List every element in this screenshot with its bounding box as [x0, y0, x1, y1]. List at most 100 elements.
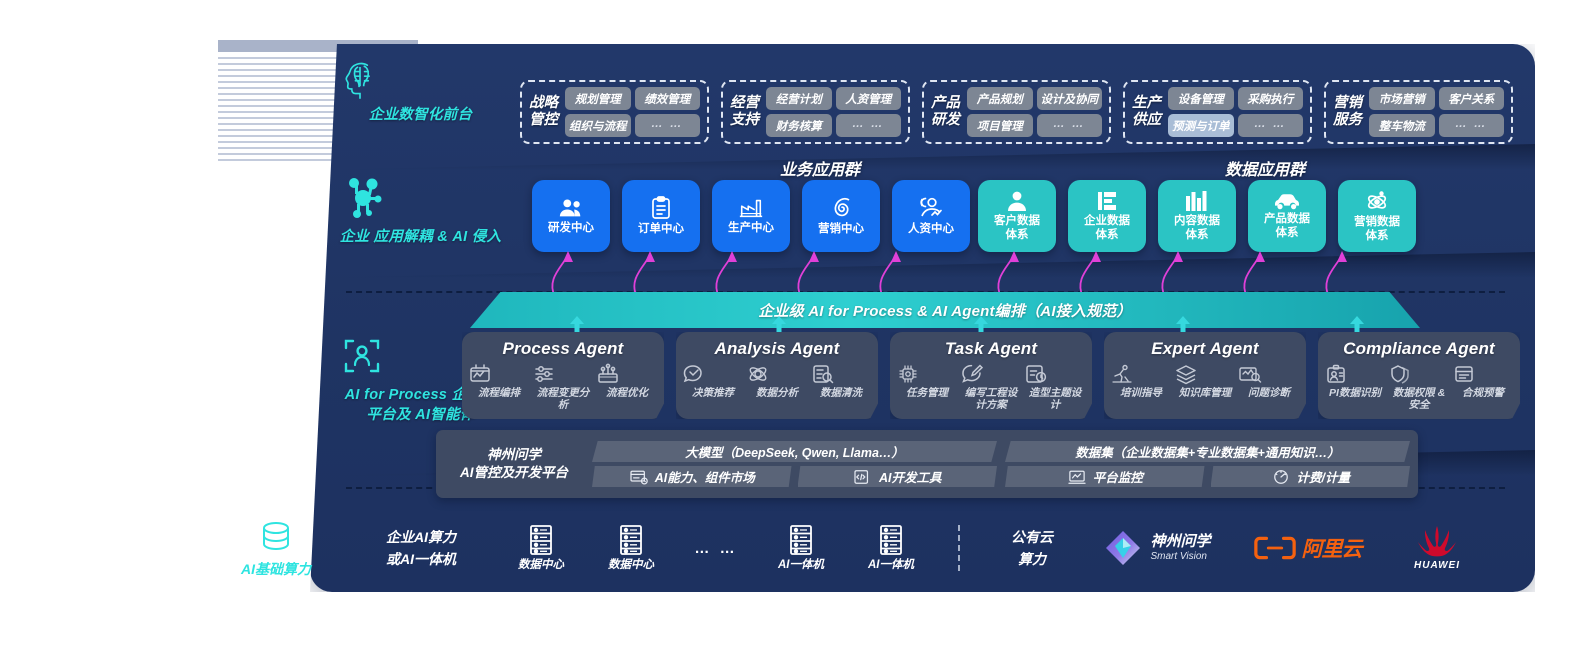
infra-node-datacenter-2[interactable]: 数据中心 [586, 524, 676, 573]
agent-card-compliance[interactable]: Compliance Agent PI数据识别 [1318, 332, 1520, 420]
domain-group-strategy-name: 战略 管控 [529, 94, 558, 128]
agent-function[interactable]: 流程编排 [468, 363, 530, 399]
orchestration-band[interactable]: 企业级 AI for Process & AI Agent编排（AI接入规范） [470, 292, 1420, 328]
infra-node-label: 数据中心 [518, 558, 564, 571]
domain-group-rnd[interactable]: 产品 研发 产品规划 设计及协同 项目管理 … … [922, 80, 1111, 144]
domain-cell-highlighted[interactable]: 预测与订单 [1168, 114, 1234, 137]
domain-cell[interactable]: 市场营销 [1369, 87, 1435, 110]
decorative-stripes [218, 40, 418, 190]
agent-function[interactable]: 培训指导 [1110, 363, 1172, 399]
agent-function-label: 培训指导 [1120, 387, 1162, 399]
domain-cell[interactable]: 采购执行 [1237, 87, 1303, 110]
orchestration-label: 企业级 AI for Process & AI Agent编排（AI接入规范） [758, 302, 1132, 320]
data-card-enterprise[interactable]: 企业数据 体系 [1068, 180, 1146, 252]
agent-function[interactable]: 决策推荐 [682, 363, 744, 399]
agent-function-label: 合规预警 [1462, 387, 1504, 399]
vendor-aliyun[interactable]: 阿里云 [1232, 533, 1382, 563]
agent-function[interactable]: PI数据识别 [1324, 363, 1386, 399]
domain-cell[interactable]: 绩效管理 [634, 87, 700, 110]
domain-group-production[interactable]: 生产 供应 设备管理 采购执行 预测与订单 … … [1123, 80, 1312, 144]
agent-function[interactable]: 流程优化 [596, 363, 658, 399]
agent-card-task[interactable]: Task Agent 任务管理 [890, 332, 1092, 420]
data-app-cards: 客户数据 体系 企业数据 体系 [978, 180, 1416, 252]
data-card-marketing[interactable]: 营销数据 体系 [1338, 180, 1416, 252]
app-card-rnd-center[interactable]: 研发中心 [532, 180, 610, 252]
data-card-label: 企业数据 体系 [1084, 214, 1130, 241]
domain-cell[interactable]: 项目管理 [967, 114, 1033, 137]
agent-function[interactable]: 流程变更分析 [532, 363, 594, 411]
domain-cell-more[interactable]: … … [1237, 114, 1303, 137]
sidebar-item-compute[interactable]: AI基础算力 [206, 517, 346, 578]
agent-card-analysis[interactable]: Analysis Agent 决策推荐 [676, 332, 878, 420]
vendor-huawei-name: HUAWEI [1414, 559, 1460, 571]
domain-cell[interactable]: 规划管理 [565, 87, 631, 110]
domain-cell-more[interactable]: … … [1438, 114, 1504, 137]
agent-function[interactable]: 问题诊断 [1238, 363, 1300, 399]
sidebar-item-decouple[interactable]: 企业 应用解耦 & AI 侵入 [338, 172, 503, 248]
domain-cell[interactable]: 组织与流程 [565, 114, 631, 137]
domain-cell[interactable]: 设计及协同 [1036, 87, 1102, 110]
huawei-flower-icon [1417, 525, 1457, 557]
app-card-order-center[interactable]: 订单中心 [622, 180, 700, 252]
vendor-shenzhou-wenxue[interactable]: 神州问学 Smart Vision [1082, 528, 1232, 568]
person-icon [1006, 190, 1028, 212]
agent-function[interactable]: 造型主题设计 [1024, 363, 1086, 411]
platform-dataset-bar[interactable]: 数据集（企业数据集+专业数据集+通用知识…） [1005, 441, 1410, 462]
platform-ai-market-bar[interactable]: AI能力、组件市场 [592, 466, 792, 487]
shenzhou-wenxue-logo-icon [1103, 528, 1143, 568]
domain-cell-more[interactable]: … … [835, 114, 901, 137]
infra-node-label: 数据中心 [608, 558, 654, 571]
domain-cell[interactable]: 产品规划 [967, 87, 1033, 110]
layers-icon [1174, 363, 1236, 385]
data-card-label: 内容数据 体系 [1174, 214, 1220, 241]
brain-head-icon [338, 56, 503, 100]
data-card-customer[interactable]: 客户数据 体系 [978, 180, 1056, 252]
domain-cell[interactable]: 经营计划 [766, 87, 832, 110]
compute-label: AI基础算力 [241, 561, 311, 578]
agent-function[interactable]: 知识库管理 [1174, 363, 1236, 399]
infra-node-aibox-2[interactable]: AI一体机 [846, 524, 936, 573]
agent-function[interactable]: 数据权限 & 安全 [1388, 363, 1450, 411]
domain-cell[interactable]: 财务核算 [766, 114, 832, 137]
agent-function-label: 问题诊断 [1248, 387, 1290, 399]
agent-function-label: 决策推荐 [692, 387, 734, 399]
design-write-icon [960, 363, 1022, 385]
platform-billing-bar[interactable]: 计费/计量 [1210, 466, 1410, 487]
agent-function[interactable]: 合规预警 [1452, 363, 1514, 399]
agent-function[interactable]: 编写工程设计方案 [960, 363, 1022, 411]
domain-cell-more[interactable]: … … [634, 114, 700, 137]
domain-group-operations[interactable]: 经营 支持 经营计划 人资管理 财务核算 … … [721, 80, 910, 144]
data-card-content[interactable]: 内容数据 体系 [1158, 180, 1236, 252]
vendor-huawei[interactable]: HUAWEI [1382, 525, 1492, 572]
app-card-hr-center[interactable]: 人资中心 [892, 180, 970, 252]
settings-list-icon [532, 363, 594, 385]
platform-monitor-bar[interactable]: 平台监控 [1005, 466, 1205, 487]
platform-llm-bar[interactable]: 大模型（DeepSeek, Qwen, Llama…） [592, 441, 997, 462]
agent-function[interactable]: 数据分析 [746, 363, 808, 399]
agent-title: Analysis Agent [714, 339, 840, 358]
agent-function-label: 数据分析 [756, 387, 798, 399]
agent-function[interactable]: 任务管理 [896, 363, 958, 399]
app-card-production-center[interactable]: 生产中心 [712, 180, 790, 252]
sidebar-label-frontend: 企业数智化前台 [368, 107, 473, 123]
platform-devtool-bar[interactable]: AI开发工具 [797, 466, 997, 487]
domain-group-marketing[interactable]: 营销 服务 市场营销 客户关系 整车物流 … … [1324, 80, 1513, 144]
app-card-marketing-center[interactable]: 营销中心 [802, 180, 880, 252]
agent-card-process[interactable]: Process Agent 流程编排 [462, 332, 664, 420]
agent-card-expert[interactable]: Expert Agent 培训指导 [1104, 332, 1306, 420]
domain-cell[interactable]: 设备管理 [1168, 87, 1234, 110]
agent-function-label: 知识库管理 [1178, 387, 1232, 399]
domain-group-strategy[interactable]: 战略 管控 规划管理 绩效管理 组织与流程 … … [520, 80, 709, 144]
domain-cell[interactable]: 整车物流 [1369, 114, 1435, 137]
agent-function[interactable]: 数据清洗 [810, 363, 872, 399]
domain-group-rnd-name: 产品 研发 [931, 94, 960, 128]
infra-node-datacenter-1[interactable]: 数据中心 [496, 524, 586, 573]
data-card-product[interactable]: 产品数据 体系 [1248, 180, 1326, 252]
domain-group-production-name: 生产 供应 [1132, 94, 1161, 128]
infra-node-aibox-1[interactable]: AI一体机 [756, 524, 846, 573]
domain-cell-more[interactable]: … … [1036, 114, 1102, 137]
domain-cell[interactable]: 人资管理 [835, 87, 901, 110]
sidebar-item-frontend[interactable]: 企业数智化前台 [338, 56, 503, 126]
data-card-label: 客户数据 体系 [994, 214, 1040, 241]
domain-cell[interactable]: 客户关系 [1438, 87, 1504, 110]
